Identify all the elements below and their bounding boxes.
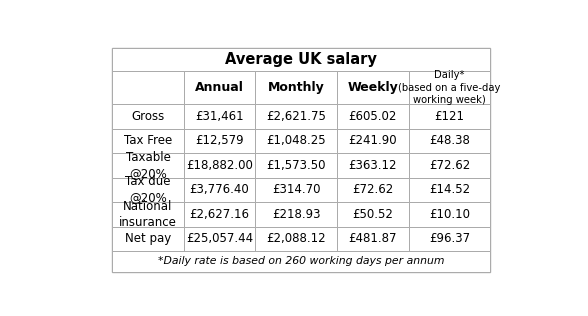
Text: £481.87: £481.87 (349, 233, 397, 246)
Text: £2,627.16: £2,627.16 (189, 208, 249, 221)
Text: Tax Free: Tax Free (124, 134, 172, 148)
Polygon shape (112, 178, 184, 202)
Text: £363.12: £363.12 (349, 159, 397, 172)
Polygon shape (409, 104, 490, 129)
Polygon shape (112, 251, 490, 271)
Text: *Daily rate is based on 260 working days per annum: *Daily rate is based on 260 working days… (158, 256, 445, 266)
Polygon shape (184, 129, 255, 153)
Text: Average UK salary: Average UK salary (225, 52, 377, 67)
Polygon shape (337, 153, 409, 178)
Text: £72.62: £72.62 (429, 159, 470, 172)
Text: Daily*
(based on a five-day
working week): Daily* (based on a five-day working week… (399, 70, 501, 105)
Text: £1,048.25: £1,048.25 (266, 134, 326, 148)
Text: £1,573.50: £1,573.50 (266, 159, 326, 172)
Polygon shape (184, 153, 255, 178)
Polygon shape (112, 104, 184, 129)
Polygon shape (255, 153, 337, 178)
Polygon shape (409, 227, 490, 251)
Polygon shape (112, 129, 184, 153)
Text: Net pay: Net pay (125, 233, 171, 246)
Text: £31,461: £31,461 (195, 110, 244, 123)
Text: £72.62: £72.62 (352, 184, 393, 197)
Text: Tax due
@20%: Tax due @20% (125, 175, 171, 204)
Polygon shape (112, 48, 490, 271)
Polygon shape (255, 202, 337, 227)
Polygon shape (337, 227, 409, 251)
Polygon shape (112, 202, 184, 227)
Text: £314.70: £314.70 (272, 184, 320, 197)
Text: £50.52: £50.52 (352, 208, 393, 221)
Text: £3,776.40: £3,776.40 (190, 184, 249, 197)
Polygon shape (184, 178, 255, 202)
Text: £25,057.44: £25,057.44 (186, 233, 253, 246)
Polygon shape (184, 227, 255, 251)
Polygon shape (255, 104, 337, 129)
Polygon shape (337, 104, 409, 129)
Text: £18,882.00: £18,882.00 (186, 159, 253, 172)
Text: £605.02: £605.02 (349, 110, 397, 123)
Polygon shape (112, 71, 490, 104)
Polygon shape (112, 48, 490, 71)
Text: Monthly: Monthly (268, 81, 325, 94)
Polygon shape (337, 129, 409, 153)
Polygon shape (255, 71, 337, 104)
Polygon shape (184, 71, 255, 104)
Text: £218.93: £218.93 (272, 208, 320, 221)
Text: Taxable
@20%: Taxable @20% (126, 151, 171, 180)
Text: £48.38: £48.38 (429, 134, 470, 148)
Text: Annual: Annual (195, 81, 244, 94)
Text: £2,088.12: £2,088.12 (266, 233, 326, 246)
Polygon shape (255, 129, 337, 153)
Text: £10.10: £10.10 (429, 208, 470, 221)
Text: £241.90: £241.90 (349, 134, 397, 148)
Polygon shape (184, 104, 255, 129)
Polygon shape (409, 129, 490, 153)
Text: £2,621.75: £2,621.75 (266, 110, 326, 123)
Text: £121: £121 (435, 110, 465, 123)
Text: £96.37: £96.37 (429, 233, 470, 246)
Polygon shape (112, 71, 184, 104)
Polygon shape (409, 71, 490, 104)
Text: Gross: Gross (131, 110, 165, 123)
Polygon shape (255, 227, 337, 251)
Polygon shape (409, 202, 490, 227)
Polygon shape (112, 153, 184, 178)
Polygon shape (184, 202, 255, 227)
Text: Weekly: Weekly (348, 81, 398, 94)
Polygon shape (337, 202, 409, 227)
Text: National
insurance: National insurance (119, 200, 177, 229)
Polygon shape (409, 178, 490, 202)
Text: £14.52: £14.52 (429, 184, 470, 197)
Polygon shape (255, 178, 337, 202)
Polygon shape (112, 227, 184, 251)
Polygon shape (409, 153, 490, 178)
Polygon shape (337, 178, 409, 202)
Text: £12,579: £12,579 (195, 134, 244, 148)
Polygon shape (337, 71, 409, 104)
